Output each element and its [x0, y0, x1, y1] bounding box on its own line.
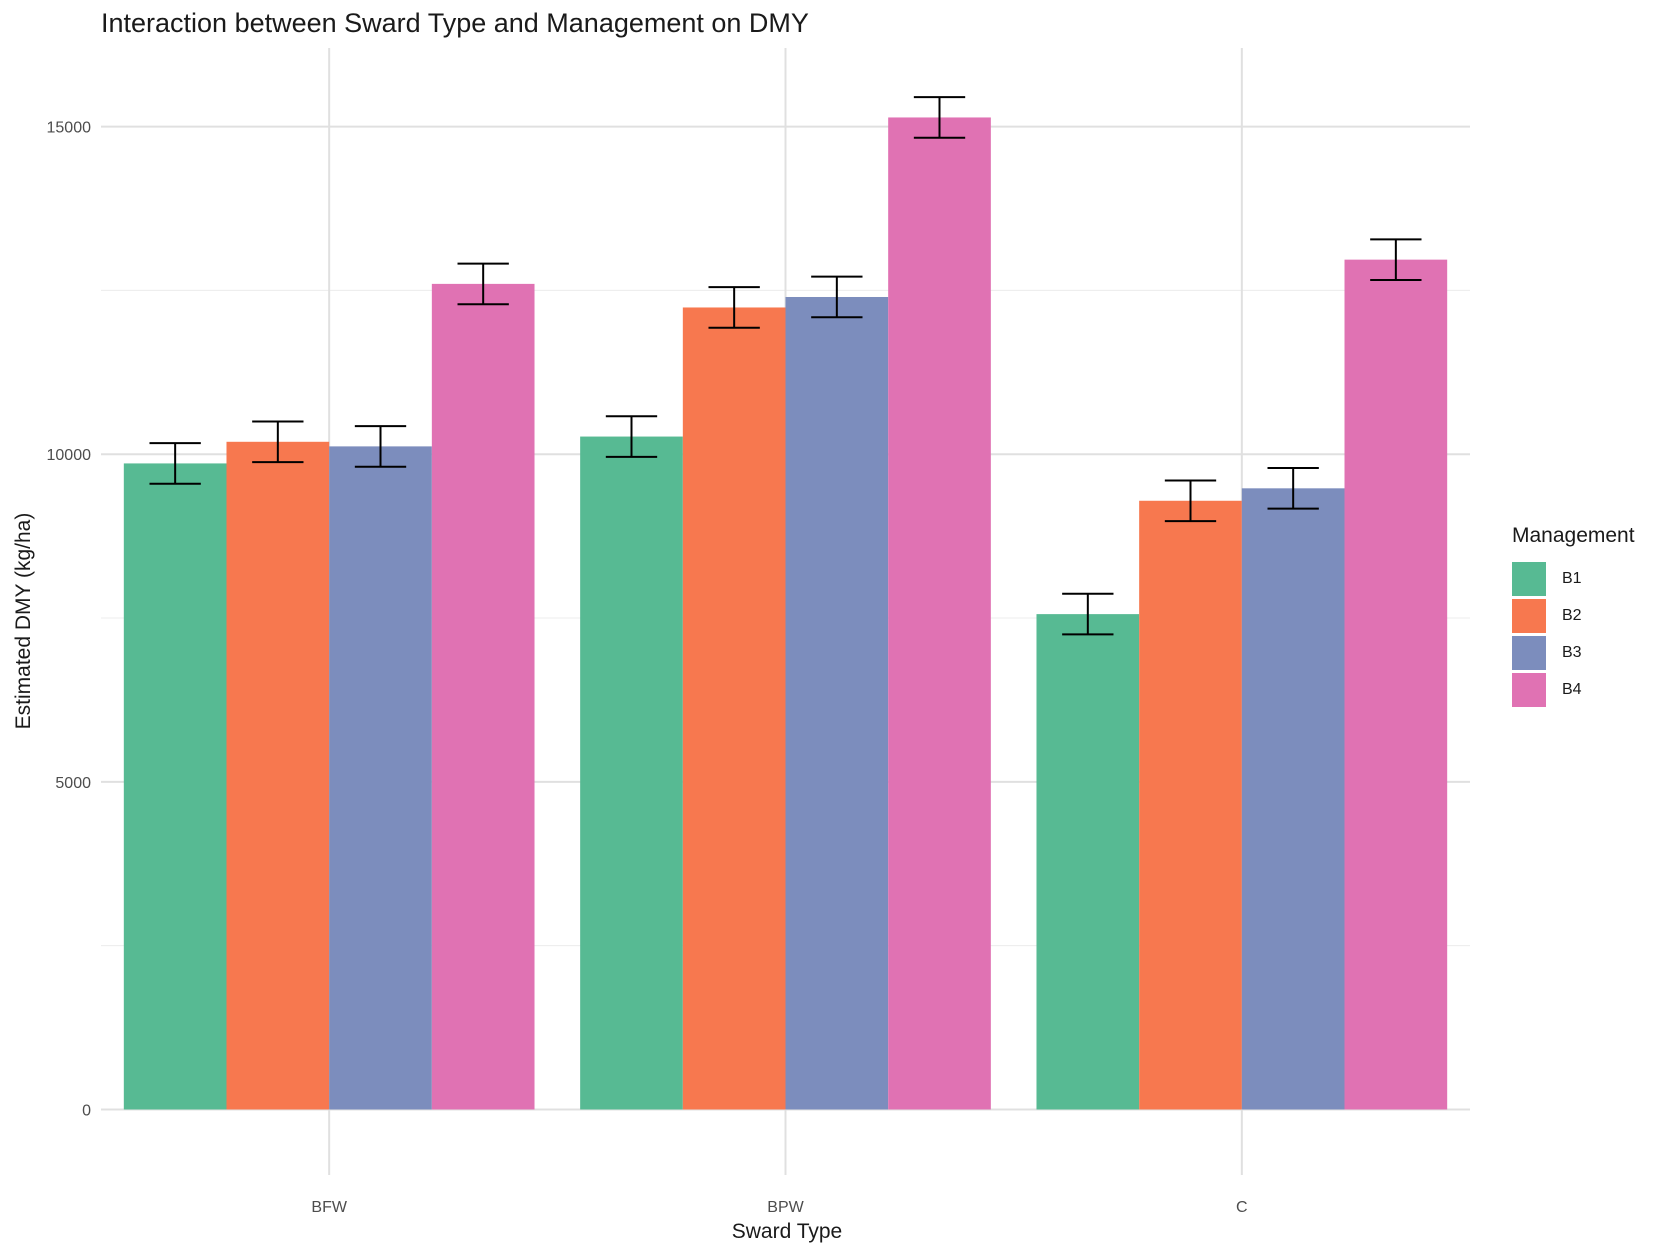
chart-title: Interaction between Sward Type and Manag… [101, 8, 809, 38]
bar-B3-C [1241, 488, 1345, 1110]
legend-label: B3 [1562, 643, 1582, 661]
y-tick-label: 10000 [47, 447, 92, 464]
bar-B1-BPW [580, 436, 683, 1110]
bars [123, 117, 1448, 1110]
error-bar-B3-BPW [811, 275, 863, 319]
x-axis-title: Sward Type [732, 1220, 843, 1243]
bar-B2-BPW [682, 307, 786, 1110]
legend-item-B3: B3 [1512, 634, 1635, 671]
error-bar-B1-C [1062, 592, 1114, 636]
y-tick-label: 5000 [55, 775, 91, 792]
error-bar-B3-BFW [354, 425, 407, 468]
bar-B4-C [1344, 259, 1448, 1110]
error-bar-B2-C [1164, 479, 1217, 523]
bar-B2-C [1139, 500, 1242, 1110]
x-tick-label: C [1236, 1199, 1248, 1216]
error-bar-B2-BFW [252, 420, 304, 464]
error-bar-B4-BFW [457, 262, 509, 306]
x-tick-label: BPW [767, 1199, 804, 1216]
error-bar-B4-BPW [913, 96, 966, 139]
axis-labels: 0 5000 10000 15000 BFW BPW C [47, 120, 1248, 1216]
legend-item-B1: B1 [1512, 560, 1635, 597]
legend-swatch [1512, 635, 1546, 670]
error-bar-B3-C [1267, 467, 1319, 510]
error-bar-B4-C [1370, 238, 1422, 281]
legend-item-B2: B2 [1512, 597, 1635, 634]
legend-swatch [1512, 598, 1546, 633]
y-axis-title: Estimated DMY (kg/ha) [12, 513, 35, 730]
bar-B3-BFW [329, 446, 432, 1110]
y-tick-label: 15000 [47, 120, 92, 137]
bar-B1-C [1036, 614, 1140, 1110]
legend-swatch [1512, 561, 1546, 596]
legend-label: B2 [1562, 606, 1582, 624]
error-bars [149, 96, 1422, 636]
legend-title: Management [1512, 524, 1635, 547]
y-tick-label: 0 [82, 1102, 91, 1119]
bar-B1-BFW [123, 463, 227, 1110]
legend-swatch [1512, 672, 1546, 707]
error-bar-B2-BPW [708, 286, 760, 329]
bar-B4-BPW [888, 117, 991, 1110]
legend-label: B4 [1562, 680, 1582, 698]
error-bar-B1-BFW [149, 442, 201, 485]
legend: Management B1 B2 B3 B4 [1512, 524, 1635, 708]
legend-item-B4: B4 [1512, 671, 1635, 708]
bar-B4-BFW [431, 283, 535, 1110]
legend-label: B1 [1562, 569, 1582, 587]
bar-B2-BFW [226, 441, 330, 1110]
error-bar-B1-BPW [605, 415, 658, 458]
bar-B3-BPW [785, 296, 889, 1110]
x-tick-label: BFW [311, 1199, 347, 1216]
